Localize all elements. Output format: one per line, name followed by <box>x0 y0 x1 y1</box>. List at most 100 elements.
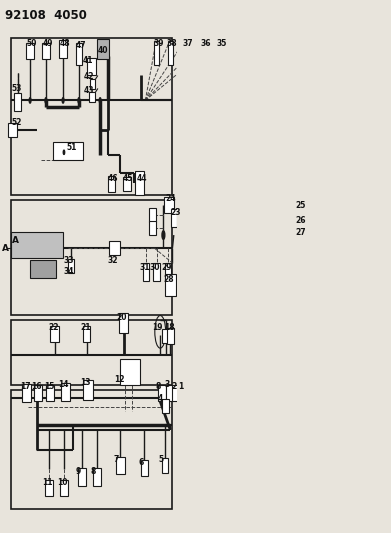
Bar <box>30 260 56 278</box>
Text: 1: 1 <box>178 382 183 391</box>
Bar <box>149 208 156 222</box>
Bar <box>108 176 115 192</box>
Text: 24: 24 <box>165 193 176 203</box>
Bar <box>218 41 223 64</box>
Text: 14: 14 <box>59 380 69 389</box>
Text: 40: 40 <box>98 46 108 55</box>
Text: 53: 53 <box>12 84 22 93</box>
Text: 6: 6 <box>138 458 143 467</box>
Text: 2: 2 <box>171 382 176 391</box>
Bar <box>119 313 128 333</box>
Bar <box>34 385 42 401</box>
Bar <box>165 263 171 281</box>
Bar <box>86 58 96 76</box>
Text: A: A <box>2 244 9 253</box>
Text: 23: 23 <box>170 208 181 216</box>
Circle shape <box>63 150 65 155</box>
Text: 41: 41 <box>83 56 93 65</box>
Text: 50: 50 <box>27 39 37 48</box>
Bar <box>178 386 183 400</box>
Bar <box>53 142 83 160</box>
Bar <box>61 383 70 401</box>
Text: 49: 49 <box>42 39 53 48</box>
Bar <box>26 43 34 59</box>
Bar <box>42 43 50 59</box>
Text: A: A <box>12 236 18 245</box>
Bar <box>153 263 160 281</box>
Bar <box>89 92 95 102</box>
Bar <box>168 41 173 64</box>
Text: 29: 29 <box>161 263 172 272</box>
Bar <box>93 469 101 487</box>
Text: 48: 48 <box>59 39 70 48</box>
Circle shape <box>162 231 165 239</box>
Circle shape <box>45 98 47 103</box>
Text: 11: 11 <box>42 478 53 487</box>
Bar <box>11 232 63 258</box>
Bar <box>164 197 174 213</box>
Text: 3: 3 <box>165 380 170 389</box>
Text: 27: 27 <box>295 228 306 237</box>
Circle shape <box>99 98 101 103</box>
Bar <box>154 41 159 64</box>
Text: 4: 4 <box>158 394 163 403</box>
Bar <box>120 359 140 385</box>
Text: 43: 43 <box>83 86 94 95</box>
Bar <box>83 326 90 342</box>
Text: 45: 45 <box>123 174 133 183</box>
Bar <box>167 328 174 344</box>
Bar <box>97 38 109 59</box>
Bar <box>47 385 54 401</box>
Text: 33: 33 <box>64 255 74 264</box>
Text: 8: 8 <box>90 467 95 476</box>
Text: 22: 22 <box>48 324 59 333</box>
Text: 21: 21 <box>80 324 91 333</box>
Text: 28: 28 <box>163 276 174 285</box>
Text: 12: 12 <box>114 375 124 384</box>
Bar <box>123 177 131 191</box>
Bar <box>14 93 22 111</box>
Text: 20: 20 <box>117 313 127 322</box>
Bar <box>45 480 53 496</box>
Text: 7: 7 <box>114 455 119 464</box>
Text: 17: 17 <box>20 382 30 391</box>
Bar <box>60 480 68 496</box>
Text: 25: 25 <box>295 200 306 209</box>
Text: 13: 13 <box>80 378 90 387</box>
Bar <box>135 171 144 195</box>
Bar <box>172 385 179 401</box>
Bar <box>76 43 82 64</box>
Text: 44: 44 <box>137 174 147 183</box>
Bar <box>22 384 31 402</box>
Bar <box>166 385 173 401</box>
Bar <box>170 209 177 227</box>
Text: 31: 31 <box>140 263 151 272</box>
Bar <box>78 469 86 487</box>
Bar <box>202 41 207 64</box>
Circle shape <box>29 98 31 103</box>
Text: 8: 8 <box>156 382 161 391</box>
Bar <box>59 39 67 58</box>
Text: 34: 34 <box>64 268 74 277</box>
Bar <box>161 457 168 473</box>
Bar <box>50 326 59 342</box>
Circle shape <box>62 98 64 103</box>
Bar <box>149 221 156 235</box>
Text: 35: 35 <box>217 39 227 48</box>
Text: 15: 15 <box>44 382 54 391</box>
Text: 16: 16 <box>31 382 42 391</box>
Bar <box>109 241 120 255</box>
Text: 5: 5 <box>159 455 164 464</box>
Bar <box>165 274 176 296</box>
Circle shape <box>78 98 80 103</box>
Text: 52: 52 <box>12 118 22 127</box>
Bar <box>8 123 16 138</box>
Bar <box>11 200 172 315</box>
Text: 42: 42 <box>84 72 94 81</box>
Bar <box>158 385 166 401</box>
Text: 32: 32 <box>108 255 118 264</box>
Text: 18: 18 <box>164 324 175 333</box>
Text: 39: 39 <box>153 39 164 48</box>
Bar <box>143 263 149 281</box>
Text: 38: 38 <box>167 39 178 48</box>
